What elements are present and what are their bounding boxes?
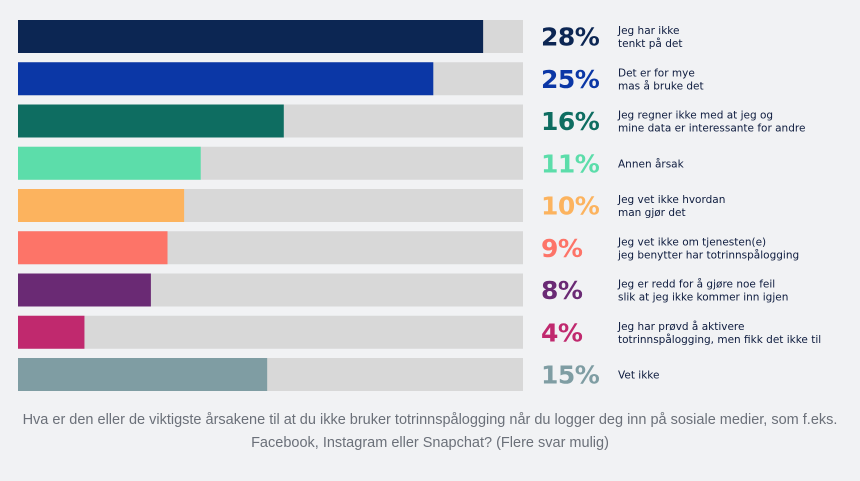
category-label: mine data er interessante for andre xyxy=(618,123,805,135)
category-label: Jeg har ikke xyxy=(617,25,679,37)
bar xyxy=(18,189,185,222)
bar xyxy=(18,231,168,265)
category-label: Jeg regner ikke med at jeg og xyxy=(617,110,773,122)
value-label: 11% xyxy=(541,149,600,178)
category-label: Vet ikke xyxy=(618,370,659,382)
bar-track xyxy=(18,315,523,349)
category-label: slik at jeg ikke kommer inn igjen xyxy=(618,292,788,304)
bar xyxy=(18,62,434,96)
category-label: Jeg er redd for å gjøre noe feil xyxy=(617,278,775,291)
value-label: 8% xyxy=(541,276,583,305)
category-label: Jeg vet ikke om tjenesten(e) xyxy=(617,236,766,248)
bar xyxy=(18,20,484,53)
bar xyxy=(18,315,85,349)
value-label: 4% xyxy=(541,318,583,347)
category-label: Annen årsak xyxy=(618,157,685,170)
value-label: 16% xyxy=(541,107,600,136)
category-label: man gjør det xyxy=(618,207,686,219)
bar xyxy=(18,358,268,391)
category-label: mas å bruke det xyxy=(618,79,704,92)
category-label: tenkt på det xyxy=(618,37,682,50)
value-label: 9% xyxy=(541,234,583,263)
category-label: totrinnspålogging, men fikk det ikke til xyxy=(618,333,821,346)
value-label: 28% xyxy=(541,23,600,52)
chart-caption: Hva er den eller de viktigste årsakene t… xyxy=(22,412,838,451)
value-label: 25% xyxy=(541,65,600,94)
value-label: 15% xyxy=(541,361,600,390)
bar xyxy=(18,146,201,180)
bar xyxy=(18,273,151,307)
category-label: jeg benytter har totrinnspålogging xyxy=(617,248,799,261)
bar xyxy=(18,104,284,138)
category-label: Det er for mye xyxy=(618,67,695,79)
value-label: 10% xyxy=(541,192,600,221)
category-label: Jeg har prøvd å aktivere xyxy=(617,320,744,333)
category-label: Jeg vet ikke hvordan xyxy=(617,194,725,206)
